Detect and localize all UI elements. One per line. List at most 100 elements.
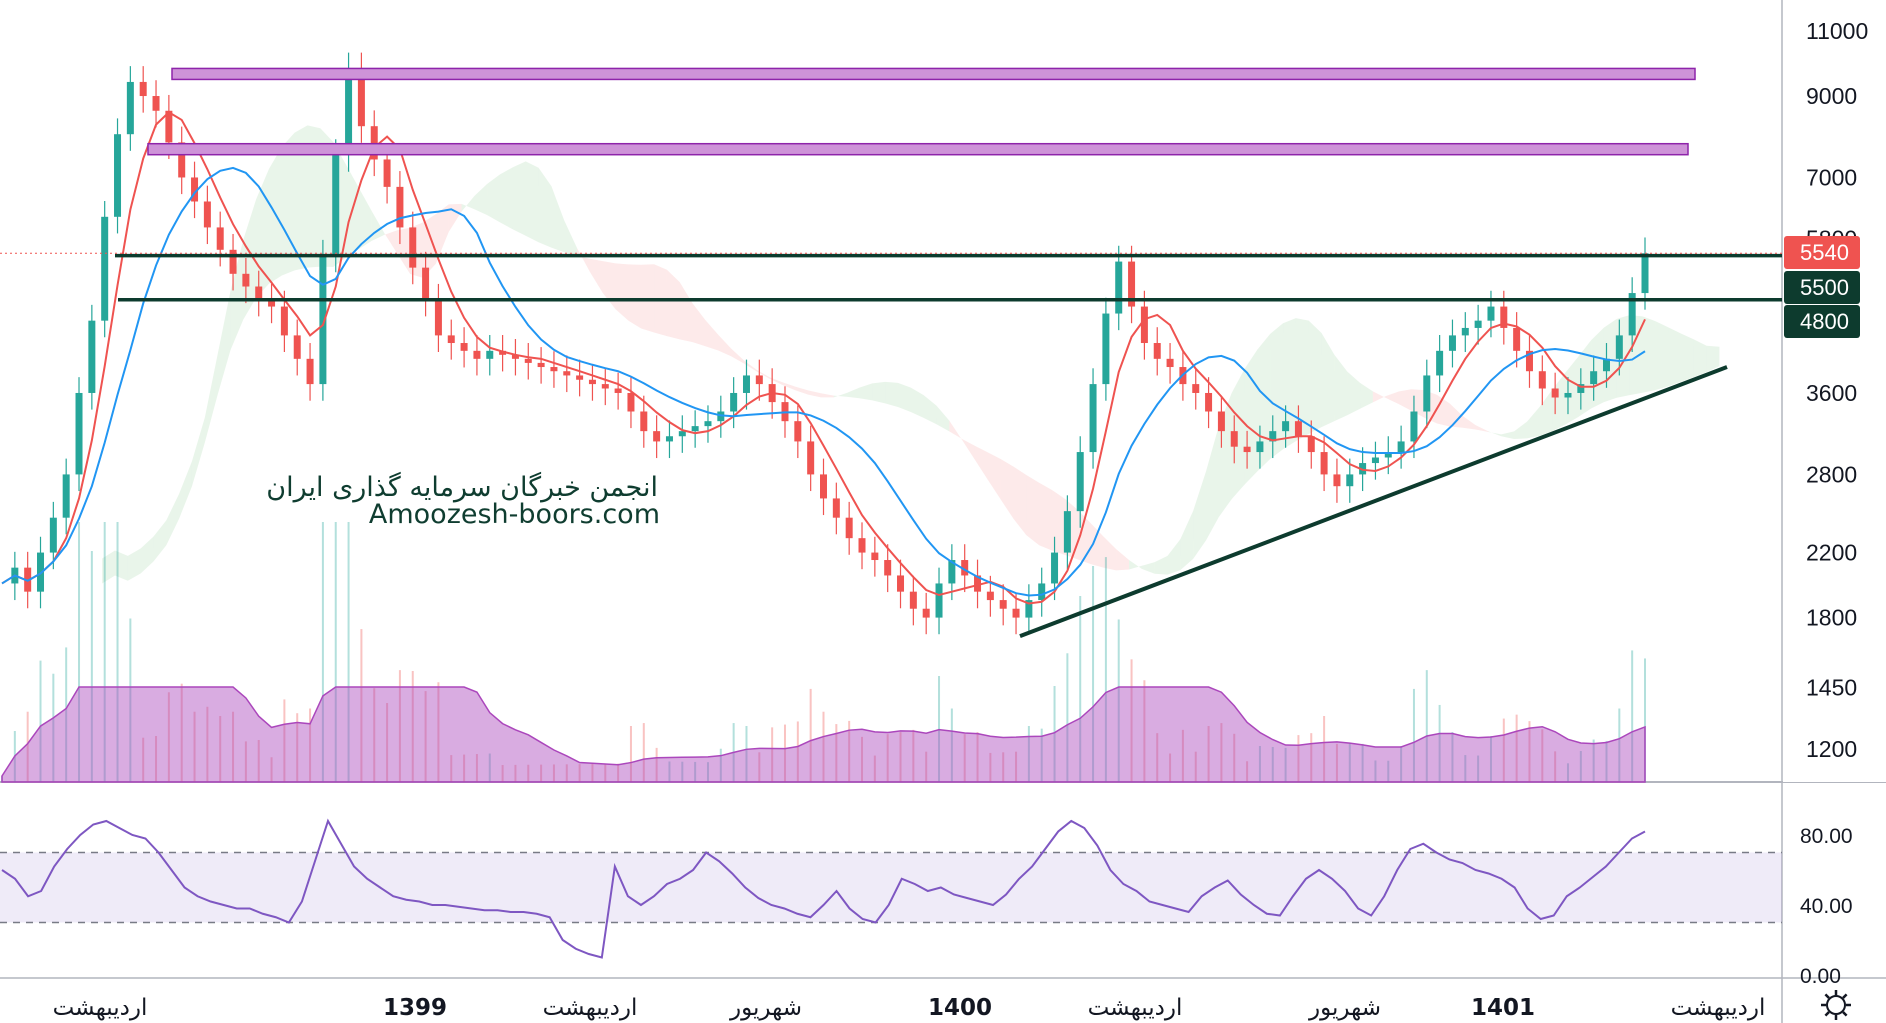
volume-bar — [1631, 650, 1634, 782]
cloud-segment — [1552, 372, 1566, 431]
candle-body — [1102, 313, 1110, 385]
time-tick-label: اردیبهشت — [543, 995, 638, 1021]
volume-bar — [861, 736, 864, 782]
candle-body — [794, 421, 802, 442]
volume-bar — [706, 762, 709, 782]
candle-body — [152, 96, 160, 111]
volume-bar — [1053, 686, 1056, 782]
cloud-segment — [538, 167, 552, 248]
cloud-segment — [1411, 389, 1425, 418]
candle-body — [139, 81, 147, 97]
cloud-segment — [833, 392, 847, 398]
time-tick-label: اردیبهشت — [1671, 995, 1766, 1021]
candle-body — [1538, 371, 1546, 389]
cloud-segment — [1360, 382, 1373, 409]
cloud-segment — [1514, 421, 1527, 439]
cloud-segment — [808, 390, 821, 398]
candle-body — [1282, 421, 1290, 432]
volume-bar — [1361, 743, 1364, 782]
volume-bar — [809, 688, 812, 782]
cloud-segment — [204, 354, 218, 443]
candle-body — [524, 358, 532, 363]
candle-body — [242, 273, 250, 287]
cloud-segment — [1680, 333, 1694, 382]
candle-body — [178, 142, 186, 178]
cloud-segment — [936, 405, 950, 432]
candle-body — [1089, 384, 1097, 453]
cloud-segment — [1642, 316, 1656, 393]
candle-body — [1602, 358, 1610, 372]
volume-bar — [1104, 557, 1107, 782]
volume-bar — [1169, 753, 1172, 782]
cloud-segment — [1244, 349, 1258, 485]
candle-body — [1205, 392, 1213, 412]
volume-bar — [1374, 760, 1377, 782]
ascending-trendline — [1019, 365, 1728, 638]
candle-body — [383, 159, 391, 187]
candle-body — [1063, 511, 1071, 553]
candle-body — [268, 299, 276, 307]
candle-body — [1513, 327, 1521, 351]
volume-bar — [283, 699, 286, 782]
candle-body — [845, 517, 853, 539]
volume-bar — [617, 763, 620, 782]
volume-bar — [386, 703, 389, 782]
cloud-segment — [1231, 369, 1245, 500]
volume-bar — [1233, 733, 1236, 782]
volume-bar — [1194, 751, 1197, 782]
cloud-segment — [1180, 510, 1194, 571]
candle-body — [665, 436, 673, 442]
candle-body — [1038, 583, 1046, 601]
candle-body — [1448, 335, 1456, 351]
candle-body — [704, 421, 712, 427]
candle-body — [473, 350, 481, 359]
cloud-segment — [1449, 403, 1463, 428]
cloud-segment — [1295, 318, 1309, 442]
cloud-segment — [1013, 466, 1027, 536]
candle-body — [1551, 388, 1559, 398]
candle-body — [422, 267, 430, 300]
volume-bar — [552, 764, 555, 782]
volume-bar — [1412, 688, 1415, 782]
candle-body — [1076, 452, 1084, 512]
cloud-segment — [1077, 509, 1091, 564]
volume-bar — [321, 522, 324, 782]
settings-gear-icon[interactable] — [1821, 990, 1851, 1020]
volume-bar — [26, 711, 29, 782]
cloud-segment — [243, 199, 257, 320]
volume-bar — [1464, 755, 1467, 782]
ma-slow-line — [1, 166, 1646, 597]
volume-bar — [39, 660, 42, 782]
candle-body — [319, 255, 327, 385]
volume-bar — [527, 764, 530, 782]
cloud-segment — [872, 381, 886, 404]
volume-bar — [1040, 728, 1043, 782]
cloud-segment — [666, 269, 680, 340]
candle-body — [563, 371, 571, 376]
volume-bar — [1284, 747, 1287, 782]
cloud-segment — [435, 204, 449, 264]
price-tick-label: 1800 — [1806, 605, 1857, 631]
volume-bar — [78, 522, 81, 782]
price-tick-label: 2200 — [1806, 540, 1857, 566]
cloud-segment — [743, 360, 757, 372]
candle-body — [909, 591, 917, 609]
candle-body — [1115, 261, 1123, 314]
cloud-segment — [1154, 555, 1168, 575]
volume-bar — [912, 729, 915, 782]
candle-body — [203, 201, 211, 228]
rsi-tick-label: 40.00 — [1800, 895, 1853, 918]
candle-body — [1140, 306, 1148, 344]
cloud-segment — [1668, 327, 1681, 387]
candle-body — [1256, 441, 1264, 453]
candle-body — [1166, 358, 1174, 368]
volume-bar — [1258, 746, 1261, 782]
candle-body — [1487, 306, 1495, 321]
volume-bar — [1387, 760, 1390, 782]
volume-bar — [1541, 729, 1544, 782]
volume-bar — [206, 706, 209, 782]
candle-body — [49, 517, 57, 553]
candle-body — [871, 552, 879, 561]
